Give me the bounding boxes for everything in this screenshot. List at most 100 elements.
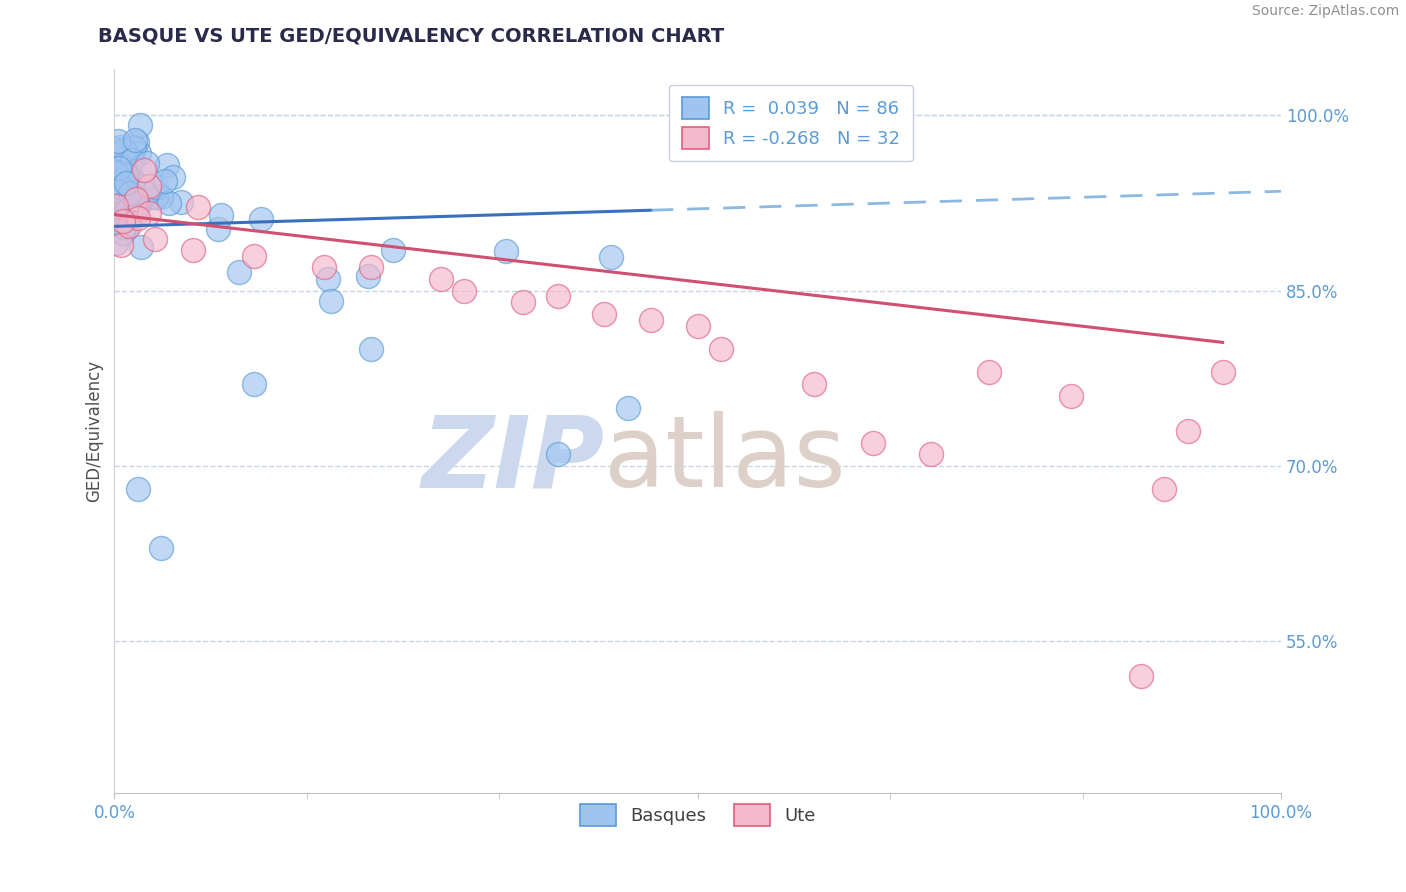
Text: atlas: atlas [605, 411, 846, 508]
Point [132, 193, 155, 207]
Point [134, 163, 156, 178]
Point [181, 243, 204, 257]
Point [138, 206, 160, 220]
Point [124, 133, 146, 147]
Point [114, 169, 136, 184]
Point [250, 212, 273, 227]
Point [319, 293, 342, 308]
Point [547, 289, 569, 303]
Point [547, 447, 569, 461]
Point [920, 447, 942, 461]
Point [803, 377, 825, 392]
Point [187, 200, 209, 214]
Point [117, 211, 139, 226]
Point [117, 203, 139, 218]
Point [104, 199, 127, 213]
Text: ZIP: ZIP [422, 411, 605, 508]
Text: Source: ZipAtlas.com: Source: ZipAtlas.com [1251, 4, 1399, 19]
Point [125, 201, 148, 215]
Point [114, 176, 136, 190]
Point [138, 178, 160, 193]
Point [112, 193, 135, 207]
Point [1212, 366, 1234, 380]
Point [122, 173, 145, 187]
Point [162, 169, 184, 184]
Point [1130, 669, 1153, 683]
Point [150, 190, 173, 204]
Point [314, 260, 336, 275]
Point [112, 176, 135, 190]
Point [108, 193, 131, 207]
Point [145, 179, 167, 194]
Point [122, 139, 145, 153]
Y-axis label: GED/Equivalency: GED/Equivalency [86, 359, 103, 502]
Point [112, 143, 135, 157]
Point [862, 435, 884, 450]
Point [145, 190, 167, 204]
Point [686, 318, 709, 333]
Point [107, 175, 129, 189]
Point [111, 227, 134, 241]
Point [153, 174, 176, 188]
Point [316, 272, 339, 286]
Point [118, 194, 141, 209]
Point [117, 193, 139, 207]
Point [243, 377, 266, 392]
Point [107, 134, 129, 148]
Point [136, 156, 159, 170]
Point [209, 208, 232, 222]
Point [114, 164, 136, 178]
Point [110, 159, 132, 173]
Point [1060, 389, 1083, 403]
Point [110, 238, 132, 252]
Point [104, 142, 127, 156]
Point [108, 172, 131, 186]
Point [145, 190, 167, 204]
Point [512, 295, 534, 310]
Point [121, 153, 143, 168]
Point [114, 187, 136, 202]
Point [593, 307, 616, 321]
Point [115, 219, 138, 234]
Point [170, 195, 193, 210]
Point [111, 204, 134, 219]
Point [110, 180, 132, 194]
Point [1153, 483, 1175, 497]
Point [157, 195, 180, 210]
Point [125, 192, 148, 206]
Point [108, 161, 131, 176]
Point [640, 313, 662, 327]
Point [114, 186, 136, 201]
Point [117, 211, 139, 225]
Point [104, 215, 127, 229]
Point [120, 186, 142, 201]
Point [115, 219, 138, 233]
Point [125, 135, 148, 149]
Point [105, 184, 128, 198]
Point [111, 214, 134, 228]
Point [228, 264, 250, 278]
Point [108, 198, 131, 212]
Point [156, 158, 179, 172]
Point [453, 284, 475, 298]
Point [710, 342, 733, 356]
Point [600, 250, 623, 264]
Text: BASQUE VS UTE GED/EQUIVALENCY CORRELATION CHART: BASQUE VS UTE GED/EQUIVALENCY CORRELATIO… [98, 27, 724, 45]
Point [150, 541, 173, 555]
Point [114, 162, 136, 177]
Point [104, 178, 127, 193]
Point [243, 249, 266, 263]
Point [111, 173, 134, 187]
Point [495, 244, 517, 258]
Point [117, 168, 139, 182]
Point [112, 220, 135, 235]
Point [110, 140, 132, 154]
Point [120, 165, 142, 179]
Point [616, 401, 638, 415]
Point [143, 232, 166, 246]
Point [127, 483, 149, 497]
Point [1177, 424, 1199, 438]
Point [356, 268, 378, 283]
Point [104, 195, 127, 210]
Point [124, 140, 146, 154]
